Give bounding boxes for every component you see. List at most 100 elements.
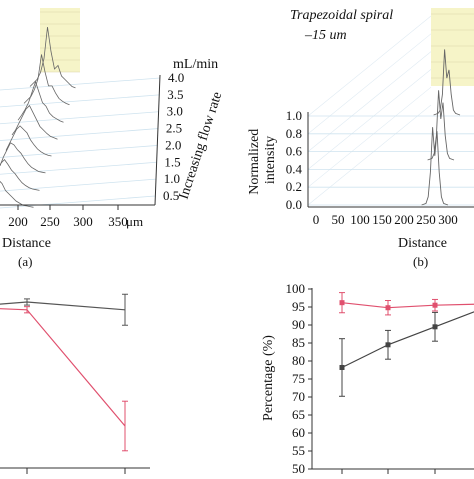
panel-b-y-tick-label: 0.4 (286, 161, 303, 176)
panel-a-trace (5, 125, 52, 157)
panel-d-y-label: Percentage (%) (261, 335, 276, 421)
panel-a-flow-axis-label: Increasing flow rate (177, 90, 226, 201)
panel-d-y-tick-label: 60 (292, 425, 305, 440)
panel-d-point (385, 305, 391, 311)
panel-b-x-tick-label: 150 (372, 212, 392, 227)
panel-d-y-tick-label: 70 (292, 389, 305, 404)
panel-a-traces (0, 26, 76, 208)
panel-d-y-tick-label: 80 (292, 353, 305, 368)
panel-b-y-label-line2: intensity (263, 136, 278, 184)
panel-d-y-tick-label: 85 (292, 335, 305, 350)
panel-b: Trapezoidal spiral –15 um 0.00.20.40.60.… (247, 8, 474, 269)
panel-a-flow-unit: mL/min (173, 57, 218, 72)
panel-b-x-tick-label: 100 (350, 212, 370, 227)
panel-d-y-tick-label: 90 (292, 317, 305, 332)
panel-d-point (385, 342, 391, 348)
panel-d-point (432, 302, 438, 308)
panel-b-x-tick-label: 50 (332, 212, 345, 227)
panel-d-y-tick-label: 55 (292, 443, 305, 458)
panel-a-trace (23, 54, 70, 106)
panel-b-grid-diag (307, 86, 432, 188)
panel-b-grid (307, 13, 474, 206)
panel-b-x-tick-label: 250 (416, 212, 436, 227)
panel-a-flow-tick-label: 3.5 (167, 87, 183, 102)
panel-a-grid-line (0, 128, 158, 141)
panel-a-x-label: Distance (2, 236, 51, 251)
panel-b-y-tick-label: 0.8 (286, 126, 302, 141)
panel-b-x-tick-label: 200 (394, 212, 414, 227)
panel-c-series-line (0, 308, 126, 427)
panel-b-grid-diag (307, 15, 432, 117)
panel-d-point (432, 324, 438, 330)
panel-a-grid-line (0, 111, 159, 125)
panel-b-y-label-line1: Normalized (247, 129, 262, 195)
panel-b-trace (427, 90, 455, 161)
panel-b-grid-diag (307, 33, 432, 135)
panel-a-flow-tick-label: 1.0 (164, 171, 180, 186)
panel-d-point (339, 364, 345, 370)
panel-a-backwall (40, 8, 80, 72)
panel-d: 50 55 60 65 70 75 80 85 90 95 100 Percentage (%) (261, 281, 474, 476)
panel-a-trace (0, 158, 40, 191)
panel-b-grid-diag (307, 51, 432, 152)
panel-d-series-line (341, 302, 474, 309)
panel-b-y-tick-label: 0.2 (286, 179, 302, 194)
panel-a-grid-line (0, 145, 158, 158)
panel-b-y-tick-label: 0.0 (286, 197, 302, 212)
panel-d-y-tick-label: 50 (292, 461, 305, 474)
panel-c-series-line (0, 301, 126, 311)
panel-b-tag: (b) (413, 254, 428, 269)
panel-b-traces (421, 49, 461, 206)
panel-a-flow-axis (154, 74, 161, 206)
panel-a-tag: (a) (18, 254, 32, 269)
panel-a-x-tick-label: 300 (73, 214, 93, 229)
panel-d-series-line (341, 311, 474, 369)
panel-d-y-tick-label: 95 (292, 299, 305, 314)
panel-a-flow-tick-label: 2.0 (165, 137, 181, 152)
panel-b-y-tick-label: 1.0 (286, 108, 302, 123)
panel-a-grid-line (0, 161, 157, 175)
panel-b-x-ticks: 0 50 100 150 200 250 300 (313, 212, 458, 227)
panel-a-flow-tick-label: 3.0 (167, 104, 183, 119)
panel-d-y-ticks: 50 55 60 65 70 75 80 85 90 95 100 (286, 281, 312, 476)
panel-a-trace (11, 104, 58, 140)
panel-a-flow-tick-label: 1.5 (164, 154, 180, 169)
panel-b-y-label: Normalized intensity (247, 125, 278, 195)
panel-a-flow-ticks: 4.0 3.5 3.0 2.52.0 1.5 1.0 0.5 (163, 70, 184, 203)
panel-a-x-unit: μm (126, 214, 143, 229)
panel-a-trace (17, 80, 64, 123)
panel-a-grid-line (0, 94, 160, 108)
panel-a-x-tick-label: 350 (108, 214, 128, 229)
panel-b-annotation-sub: –15 um (304, 28, 347, 43)
panel-a-x-tick-label: 250 (40, 214, 60, 229)
panel-d-y-tick-label: 65 (292, 407, 305, 422)
panel-b-backwall (431, 8, 474, 86)
panel-d-y-tick-label: 100 (286, 281, 306, 296)
panel-b-x-label: Distance (398, 236, 447, 251)
panel-b-x-tick-label: 0 (313, 212, 320, 227)
panel-b-trace (421, 127, 449, 206)
panel-b-trace (433, 49, 461, 116)
panel-d-series (339, 292, 474, 474)
panel-c (0, 293, 150, 474)
panel-d-y-tick-label: 75 (292, 371, 305, 386)
panel-d-point (339, 300, 345, 306)
panel-b-y-ticks: 0.0 0.2 0.4 0.6 0.8 1.0 (286, 108, 303, 212)
panel-a-flow-tick-label: 2.5 (166, 121, 182, 136)
panel-c-series (0, 293, 128, 474)
panel-a-flow-tick-label: 4.0 (168, 70, 184, 85)
panel-b-y-tick-label: 0.6 (286, 144, 303, 159)
panel-a-grid-line (0, 77, 161, 91)
panel-a-trace (0, 142, 46, 174)
panel-a-trace (0, 180, 34, 208)
panel-a-x-tick-label: 200 (8, 214, 28, 229)
panel-b-x-tick-label: 300 (438, 212, 458, 227)
panel-b-grid-diag (307, 69, 432, 170)
panel-a-grid-line (0, 178, 156, 192)
panel-a-grid-line (0, 195, 156, 209)
panel-a-flow-tick-label: 0.5 (163, 188, 179, 203)
panel-a-trace (29, 26, 76, 89)
